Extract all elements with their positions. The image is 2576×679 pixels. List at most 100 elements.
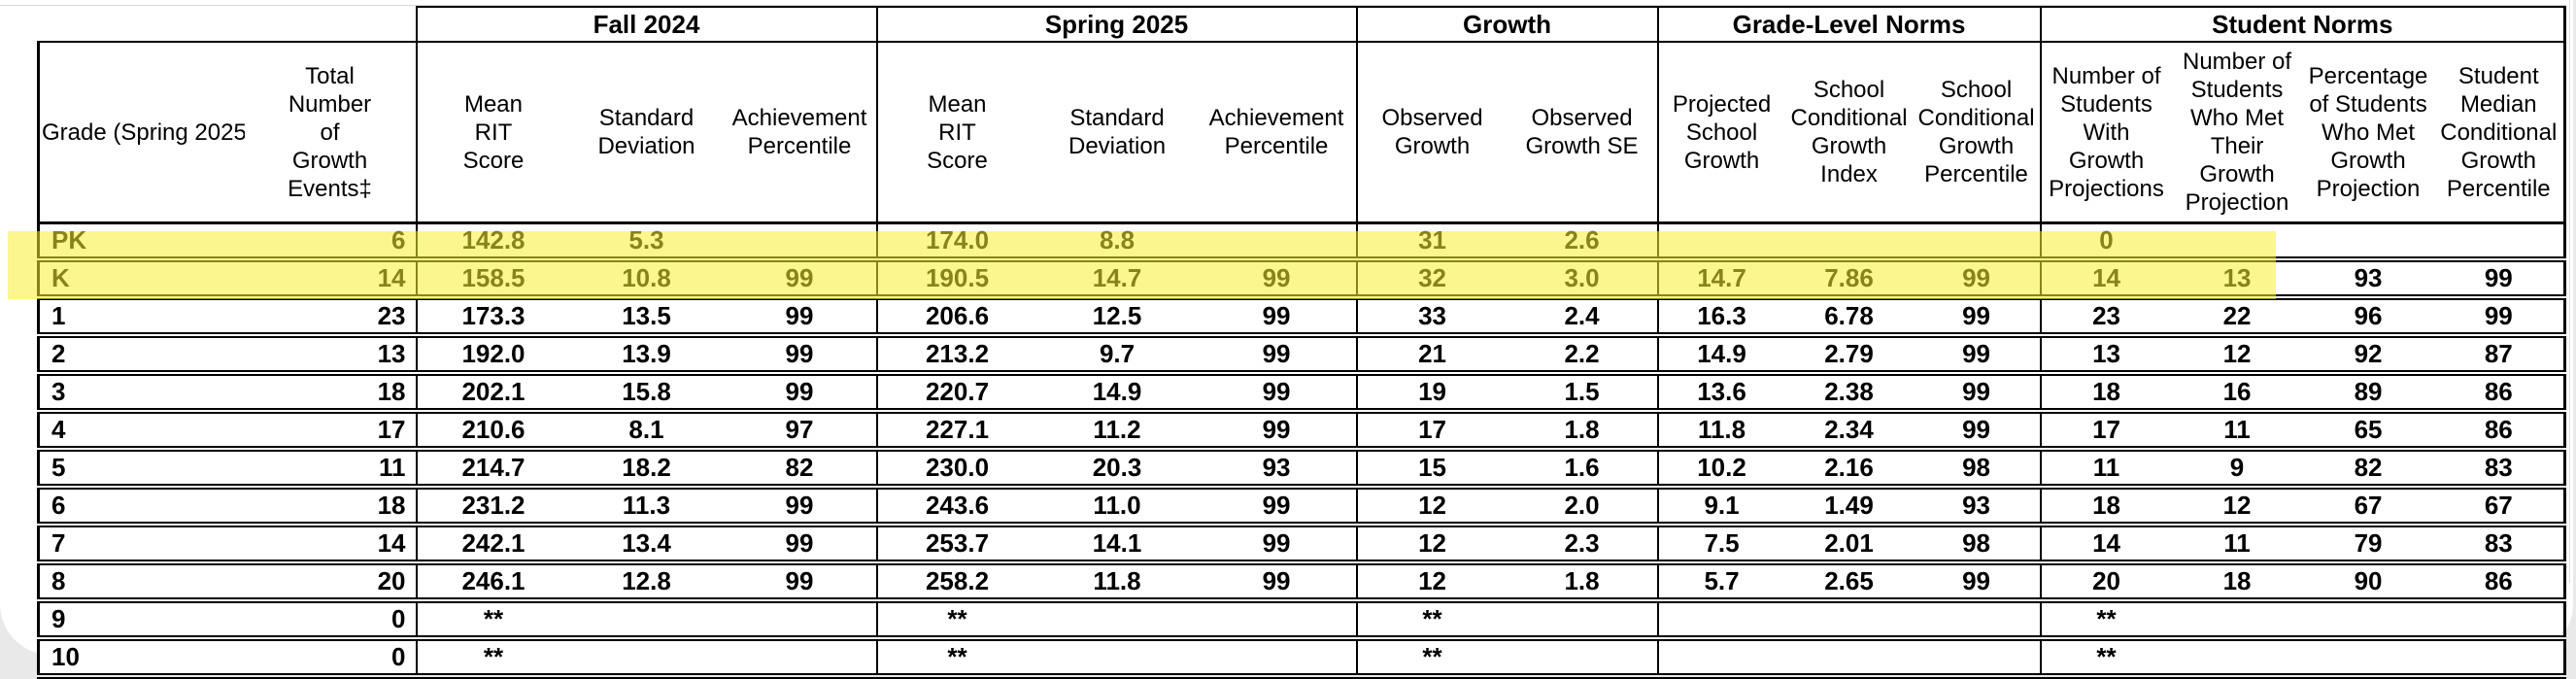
value-cell: 19 — [1356, 373, 1508, 414]
grade-cell: 6 — [37, 487, 245, 527]
value-cell — [2171, 222, 2303, 262]
value-cell: 86 — [2433, 562, 2567, 603]
value-cell: 20.3 — [1036, 449, 1198, 490]
value-cell — [569, 638, 724, 679]
value-cell: 2.38 — [1784, 373, 1914, 414]
value-cell — [2302, 222, 2434, 262]
value-cell — [2171, 600, 2303, 641]
value-cell: 82 — [2302, 449, 2434, 490]
value-cell: 18 — [2040, 373, 2172, 414]
value-cell — [2302, 638, 2434, 679]
value-cell: 12.8 — [569, 562, 724, 603]
value-cell: 5.3 — [569, 222, 724, 262]
value-cell: 227.1 — [876, 411, 1037, 452]
group-header-spring-2025: Spring 2025 — [875, 6, 1358, 43]
col-header-pct-students-met-projection: Percentage of Students Who Met Growth Pr… — [2302, 41, 2434, 224]
value-cell: 93 — [1913, 487, 2042, 527]
value-cell: 99 — [723, 259, 878, 300]
value-cell: ** — [1356, 600, 1508, 641]
value-cell — [2433, 600, 2567, 641]
value-cell: 67 — [2433, 487, 2567, 527]
col-header-school-cond-growth-index: School Conditional Growth Index — [1784, 41, 1914, 224]
value-cell: 9 — [2171, 449, 2303, 490]
value-cell: 1.5 — [1507, 373, 1659, 414]
value-cell: 99 — [1197, 259, 1358, 300]
group-header-row: Fall 2024 Spring 2025 Growth Grade-Level… — [39, 6, 2567, 43]
grade-cell: 9 — [37, 600, 245, 641]
table-row: 1 23 173.3 13.5 99 206.6 12.5 99 33 2.4 16.3 6.78 99… — [37, 297, 2567, 338]
value-cell: 213.2 — [876, 335, 1037, 376]
value-cell: 99 — [2433, 259, 2567, 300]
value-cell — [1197, 222, 1358, 262]
top-divider-line — [0, 5, 2566, 6]
value-cell: 31 — [1356, 222, 1508, 262]
grade-cell: PK — [37, 222, 245, 262]
table-row: 7 14 242.1 13.4 99 253.7 14.1 99 12 2.3 7.5 2.01 98 1… — [37, 525, 2567, 565]
value-cell: 18 — [244, 487, 418, 527]
value-cell: 99 — [2433, 297, 2567, 338]
value-cell: 93 — [2302, 259, 2434, 300]
value-cell — [2302, 600, 2434, 641]
value-cell: 99 — [723, 373, 878, 414]
value-cell: 231.2 — [416, 487, 570, 527]
value-cell: 11.8 — [1036, 562, 1198, 603]
value-cell: 13.6 — [1657, 373, 1785, 414]
value-cell: 99 — [723, 297, 878, 338]
value-cell: 11 — [2171, 525, 2303, 565]
column-header-row: Grade (Spring 2025) Total Number of Grow… — [37, 41, 2567, 224]
value-cell: 23 — [2040, 297, 2172, 338]
value-cell — [1784, 222, 1914, 262]
value-cell: 8.1 — [569, 411, 724, 452]
grade-cell: 7 — [37, 525, 245, 565]
value-cell: 11.0 — [1036, 487, 1198, 527]
value-cell: 99 — [723, 525, 878, 565]
value-cell: 97 — [723, 411, 878, 452]
value-cell: 202.1 — [416, 373, 570, 414]
value-cell: ** — [876, 638, 1037, 679]
value-cell: 99 — [723, 335, 878, 376]
value-cell: 90 — [2302, 562, 2434, 603]
value-cell: 99 — [1913, 335, 2042, 376]
value-cell: 0 — [244, 600, 418, 641]
value-cell: 2.2 — [1507, 335, 1659, 376]
value-cell: 14 — [244, 525, 418, 565]
value-cell: 12 — [1356, 562, 1508, 603]
value-cell: 14.1 — [1036, 525, 1198, 565]
value-cell: 99 — [1913, 562, 2042, 603]
value-cell: 13.9 — [569, 335, 724, 376]
grade-cell: K — [37, 259, 245, 300]
grade-cell: 4 — [37, 411, 245, 452]
value-cell — [1197, 638, 1358, 679]
value-cell: 11 — [244, 449, 418, 490]
group-header-fall-2024: Fall 2024 — [415, 6, 878, 43]
value-cell: 14 — [2040, 525, 2172, 565]
value-cell: 99 — [1197, 562, 1358, 603]
value-cell: 12 — [2171, 335, 2303, 376]
table-row: 9 0 ** ** ** ** — [37, 600, 2567, 641]
table-row: 8 20 246.1 12.8 99 258.2 11.8 99 12 1.8 5.7 2.65 99 2… — [37, 562, 2567, 603]
value-cell: 173.3 — [416, 297, 570, 338]
value-cell: 11.2 — [1036, 411, 1198, 452]
value-cell: ** — [416, 600, 570, 641]
value-cell: 214.7 — [416, 449, 570, 490]
value-cell: 220.7 — [876, 373, 1037, 414]
table-row: K 14 158.5 10.8 99 190.5 14.7 99 32 3.0 14.7 7.86 99… — [37, 259, 2567, 300]
value-cell: 0 — [244, 638, 418, 679]
value-cell: 18 — [2040, 487, 2172, 527]
value-cell: 16 — [2171, 373, 2303, 414]
value-cell: 2.0 — [1507, 487, 1659, 527]
value-cell: 6.78 — [1784, 297, 1914, 338]
group-header-student-norms: Student Norms — [2039, 6, 2567, 43]
value-cell: ** — [2040, 638, 2172, 679]
value-cell: 14.9 — [1036, 373, 1198, 414]
value-cell: 10.2 — [1657, 449, 1785, 490]
value-cell: 242.1 — [416, 525, 570, 565]
grade-cell: 5 — [37, 449, 245, 490]
value-cell: 1.6 — [1507, 449, 1659, 490]
value-cell: 243.6 — [876, 487, 1037, 527]
col-header-total-growth-events: Total Number of Growth Events‡ — [244, 41, 418, 224]
value-cell: 2.16 — [1784, 449, 1914, 490]
corner-spacer — [39, 7, 417, 42]
value-cell — [2171, 638, 2303, 679]
value-cell: ** — [2040, 600, 2172, 641]
